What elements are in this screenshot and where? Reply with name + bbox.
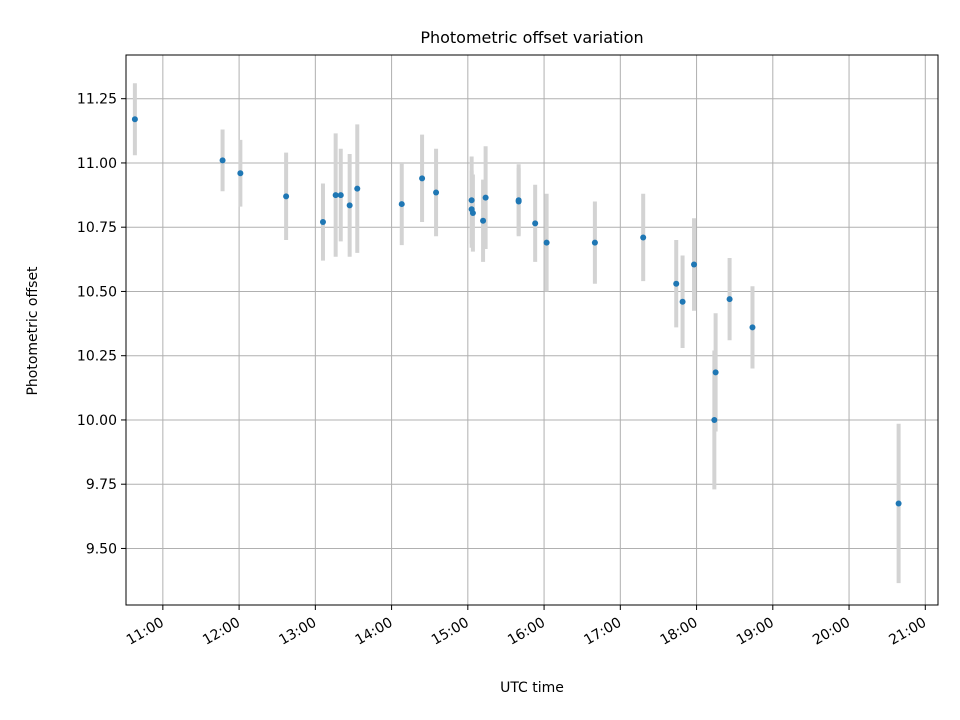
data-point [354,185,361,192]
y-tick-label: 10.00 [77,413,117,429]
y-grid-lines [126,98,938,549]
x-axis-label: UTC time [500,680,564,696]
data-point [679,298,686,305]
data-point [131,116,138,123]
y-tick-label: 9.50 [86,541,117,557]
data-point [419,175,426,182]
data-point [691,261,698,268]
y-tick-label: 10.25 [77,349,117,365]
y-axis-ticks: 9.50 9.75 10.00 10.25 10.50 10.75 11.00 11.25 [77,92,126,557]
data-point [346,202,353,209]
data-point [283,193,290,200]
data-point [398,201,405,208]
data-points [131,116,902,507]
data-point [433,189,440,196]
y-tick-label: 10.50 [77,284,117,300]
y-tick-label: 10.75 [77,220,117,236]
data-point [543,239,550,246]
data-point [749,324,756,331]
data-point [332,192,339,199]
y-tick-label: 11.25 [77,92,117,108]
data-point [726,296,733,303]
data-point [640,234,647,241]
data-point [673,280,680,287]
data-point [469,210,476,217]
data-point [712,369,719,376]
data-point [591,239,598,246]
data-point [480,217,487,224]
plot-frame [125,54,939,606]
data-point [895,500,902,507]
y-axis-label: Photometric offset [25,266,41,396]
data-point [532,220,539,227]
data-point [219,157,226,164]
data-point [482,194,489,201]
data-point [337,192,344,199]
y-tick-label: 9.75 [86,477,117,493]
chart-title: Photometric offset variation [420,28,643,47]
data-point [468,197,475,204]
y-tick-label: 11.00 [77,156,117,172]
data-point [237,170,244,177]
data-point [319,219,326,226]
data-point [515,198,522,205]
data-point [711,416,718,423]
